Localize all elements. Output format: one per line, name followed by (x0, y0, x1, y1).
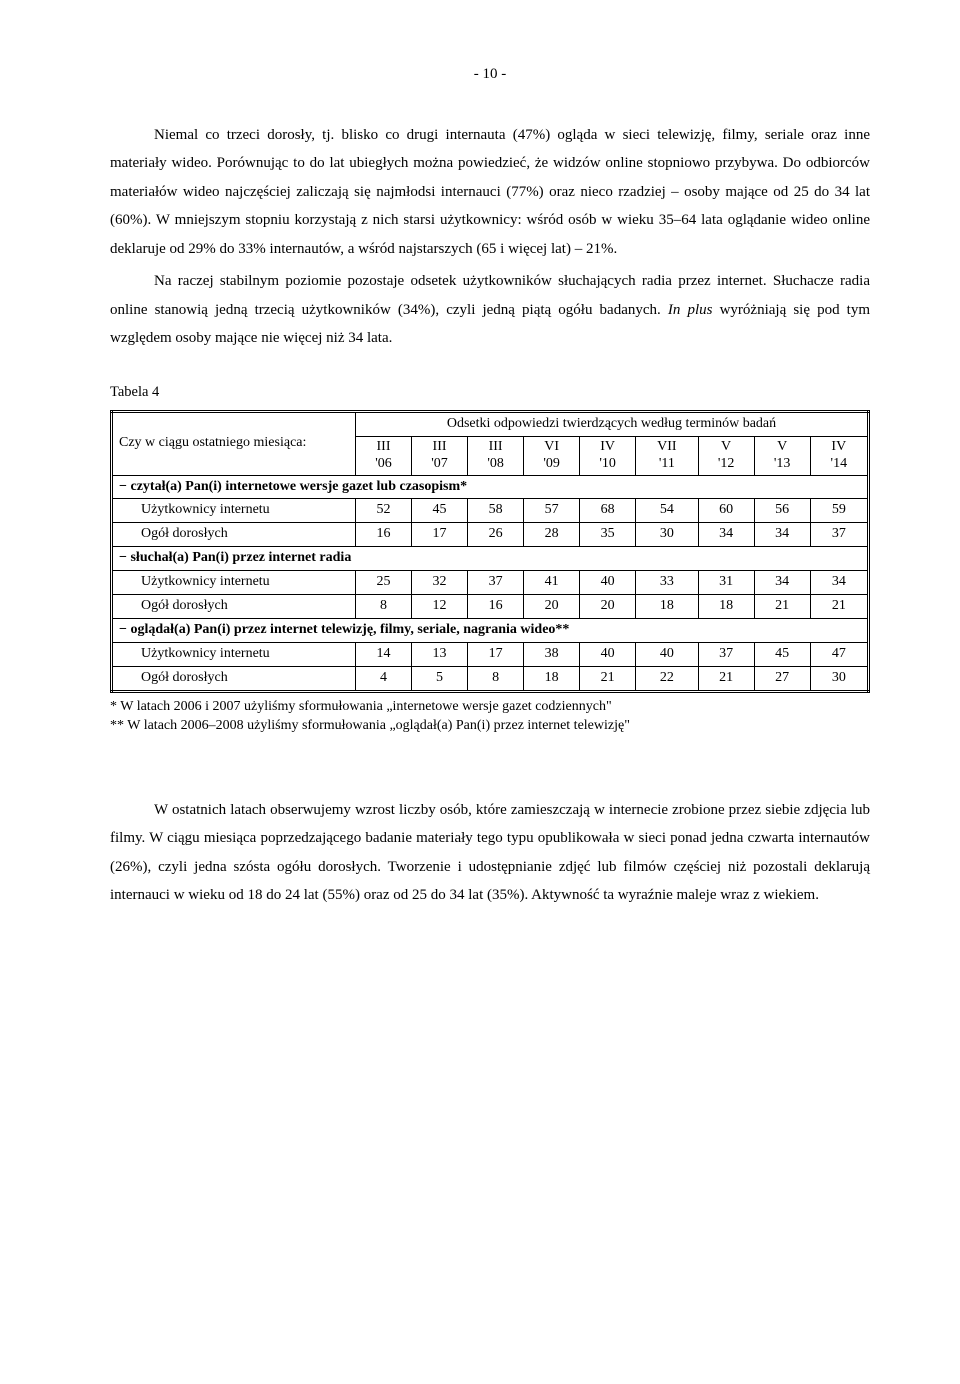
data-cell: 37 (468, 571, 524, 595)
data-cell: 26 (468, 523, 524, 547)
data-cell: 14 (356, 642, 412, 666)
question-header: Czy w ciągu ostatniego miesiąca: (112, 412, 356, 475)
table-span-header: Odsetki odpowiedzi twierdzących według t… (356, 412, 869, 437)
data-cell: 20 (580, 594, 636, 618)
data-cell: 21 (580, 666, 636, 691)
data-cell: 57 (524, 499, 580, 523)
data-cell: 45 (754, 642, 810, 666)
data-cell: 16 (356, 523, 412, 547)
period-header: III'07 (412, 436, 468, 475)
data-cell: 37 (698, 642, 754, 666)
data-cell: 34 (698, 523, 754, 547)
data-cell: 38 (524, 642, 580, 666)
period-header: V'12 (698, 436, 754, 475)
section-title: − słuchał(a) Pan(i) przez internet radia (112, 547, 869, 571)
paragraph-1: Niemal co trzeci dorosły, tj. blisko co … (110, 121, 870, 264)
data-cell: 18 (698, 594, 754, 618)
row-label: Ogół dorosłych (112, 523, 356, 547)
data-cell: 12 (412, 594, 468, 618)
data-cell: 47 (810, 642, 868, 666)
period-header: IV'10 (580, 436, 636, 475)
row-label: Użytkownicy internetu (112, 499, 356, 523)
results-table: Czy w ciągu ostatniego miesiąca: Odsetki… (110, 410, 870, 693)
data-cell: 17 (468, 642, 524, 666)
data-cell: 34 (754, 571, 810, 595)
data-cell: 18 (636, 594, 698, 618)
data-cell: 22 (636, 666, 698, 691)
period-header: IV'14 (810, 436, 868, 475)
row-label: Ogół dorosłych (112, 666, 356, 691)
data-cell: 58 (468, 499, 524, 523)
data-cell: 21 (754, 594, 810, 618)
data-cell: 4 (356, 666, 412, 691)
data-cell: 34 (810, 571, 868, 595)
data-cell: 35 (580, 523, 636, 547)
data-cell: 5 (412, 666, 468, 691)
data-cell: 30 (636, 523, 698, 547)
data-cell: 54 (636, 499, 698, 523)
section-title: − czytał(a) Pan(i) internetowe wersje ga… (112, 475, 869, 499)
section-title: − oglądał(a) Pan(i) przez internet telew… (112, 618, 869, 642)
page-number: - 10 - (110, 60, 870, 89)
data-cell: 13 (412, 642, 468, 666)
data-cell: 34 (754, 523, 810, 547)
table-label: Tabela 4 (110, 379, 870, 407)
paragraph-3: W ostatnich latach obserwujemy wzrost li… (110, 796, 870, 910)
data-cell: 21 (810, 594, 868, 618)
data-cell: 20 (524, 594, 580, 618)
data-cell: 33 (636, 571, 698, 595)
data-cell: 45 (412, 499, 468, 523)
data-cell: 52 (356, 499, 412, 523)
data-cell: 8 (468, 666, 524, 691)
data-cell: 68 (580, 499, 636, 523)
period-header: VI'09 (524, 436, 580, 475)
period-header: VII'11 (636, 436, 698, 475)
data-cell: 21 (698, 666, 754, 691)
data-cell: 28 (524, 523, 580, 547)
paragraph-2: Na raczej stabilnym poziomie pozostaje o… (110, 267, 870, 353)
data-cell: 40 (580, 571, 636, 595)
data-cell: 56 (754, 499, 810, 523)
period-header: III'08 (468, 436, 524, 475)
data-cell: 18 (524, 666, 580, 691)
row-label: Użytkownicy internetu (112, 571, 356, 595)
data-cell: 31 (698, 571, 754, 595)
data-cell: 41 (524, 571, 580, 595)
row-label: Ogół dorosłych (112, 594, 356, 618)
data-cell: 40 (580, 642, 636, 666)
data-cell: 60 (698, 499, 754, 523)
data-cell: 30 (810, 666, 868, 691)
table-footnotes: * W latach 2006 i 2007 użyliśmy sformuło… (110, 697, 870, 736)
period-header: III'06 (356, 436, 412, 475)
data-cell: 40 (636, 642, 698, 666)
data-cell: 17 (412, 523, 468, 547)
data-cell: 32 (412, 571, 468, 595)
footnote-1: * W latach 2006 i 2007 użyliśmy sformuło… (110, 697, 870, 717)
data-cell: 16 (468, 594, 524, 618)
data-cell: 59 (810, 499, 868, 523)
data-cell: 37 (810, 523, 868, 547)
row-label: Użytkownicy internetu (112, 642, 356, 666)
footnote-2: ** W latach 2006–2008 użyliśmy sformułow… (110, 716, 870, 736)
paragraph-2-italic: In plus (668, 302, 713, 318)
data-cell: 25 (356, 571, 412, 595)
period-header: V'13 (754, 436, 810, 475)
data-cell: 8 (356, 594, 412, 618)
data-cell: 27 (754, 666, 810, 691)
